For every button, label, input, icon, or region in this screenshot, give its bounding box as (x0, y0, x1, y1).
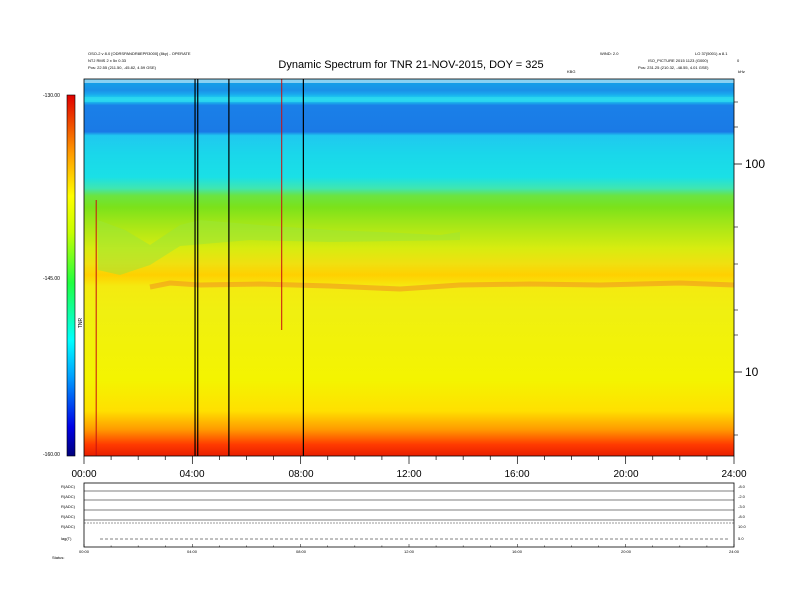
early-green-patch (98, 220, 460, 275)
colorbar (66, 94, 76, 457)
emission-ridge (149, 280, 735, 292)
lower-right-tick: 5.0 (738, 536, 744, 541)
status-label: Status: (52, 555, 65, 560)
lower-right-tick: -8.0 (738, 484, 745, 489)
y-axis-label: kHz (738, 69, 745, 74)
colorbar-label: TNR (78, 317, 85, 329)
lower-row-label: R(ADC) (61, 524, 75, 529)
lower-right-tick: -2.0 (738, 494, 745, 499)
x-tick-label: 12:00 (396, 469, 422, 480)
lower-row-label: lag(T) (61, 536, 72, 541)
lower-panel-traces (84, 490, 734, 540)
lower-panel-frame (83, 482, 735, 548)
lower-row-label: R(ADC) (61, 504, 75, 509)
x-tick-label: 08:00 (288, 469, 314, 480)
lower-right-tick: -8.0 (738, 514, 745, 519)
colorbar-tick-mid: -145.00 (43, 276, 60, 282)
header-corner: 0 (737, 58, 740, 63)
x-tick-group (83, 456, 735, 464)
x-tick-label: 20:00 (613, 469, 639, 480)
lower-right-tick: 10.0 (738, 524, 746, 529)
y-tick-label-100: 100 (745, 157, 766, 171)
lower-x-tick-group (83, 544, 735, 547)
lower-row-label: R(ADC) (61, 484, 75, 489)
y-axis-ticks (734, 101, 742, 436)
lower-x-tick-label: 08:00 (295, 549, 307, 554)
x-tick-label: 16:00 (504, 469, 530, 480)
header-position-left: Pos: 22.55 (211.50, -45.82, 4.59 GSE) (88, 65, 156, 70)
spectrum-cyan-stripe (84, 97, 734, 102)
header-spacecraft: WIND: 2.0 (600, 51, 619, 56)
header-kbg: KBG (567, 69, 576, 74)
header-lo: LO 37(5001) a 8.1 (695, 51, 728, 56)
lower-right-tick: -3.0 (738, 504, 745, 509)
header-position-right: Pos: 231.25 (210.32, -48.55, 4.01 GSE) (638, 65, 709, 70)
x-tick-label: 00:00 (71, 469, 97, 480)
lower-x-tick-label: 24:00 (728, 549, 740, 554)
chart-title: Dynamic Spectrum for TNR 21-NOV-2015, DO… (278, 59, 544, 71)
lower-x-tick-label: 04:00 (186, 549, 198, 554)
lower-x-tick-label: 00:00 (78, 549, 90, 554)
colorbar-tick-bottom: -160.00 (43, 452, 60, 458)
y-tick-label-10: 10 (745, 365, 759, 379)
colorbar-tick-top: -130.00 (43, 93, 60, 99)
x-tick-label: 24:00 (721, 469, 747, 480)
lower-x-tick-label: 20:00 (620, 549, 632, 554)
lower-row-label: R(ADC) (61, 514, 75, 519)
spectrum-top-band (84, 79, 734, 83)
spectrogram-image (84, 79, 734, 456)
lower-row-label: R(ADC) (61, 494, 75, 499)
x-tick-label: 04:00 (179, 469, 205, 480)
vertical-line-group (95, 79, 304, 456)
header-iso-picture: ISO_PICTURE 2015 1123 (G000) (648, 58, 708, 63)
header-info-line1: OSO-2 v 8.0 [ODRSPANDR8EPR3000] (8ky) - … (88, 51, 191, 56)
header-info-line2: NTJ RMS 2 x 5x 0.33 (88, 58, 127, 63)
lower-x-tick-label: 16:00 (511, 549, 523, 554)
lower-x-tick-label: 12:00 (403, 549, 415, 554)
